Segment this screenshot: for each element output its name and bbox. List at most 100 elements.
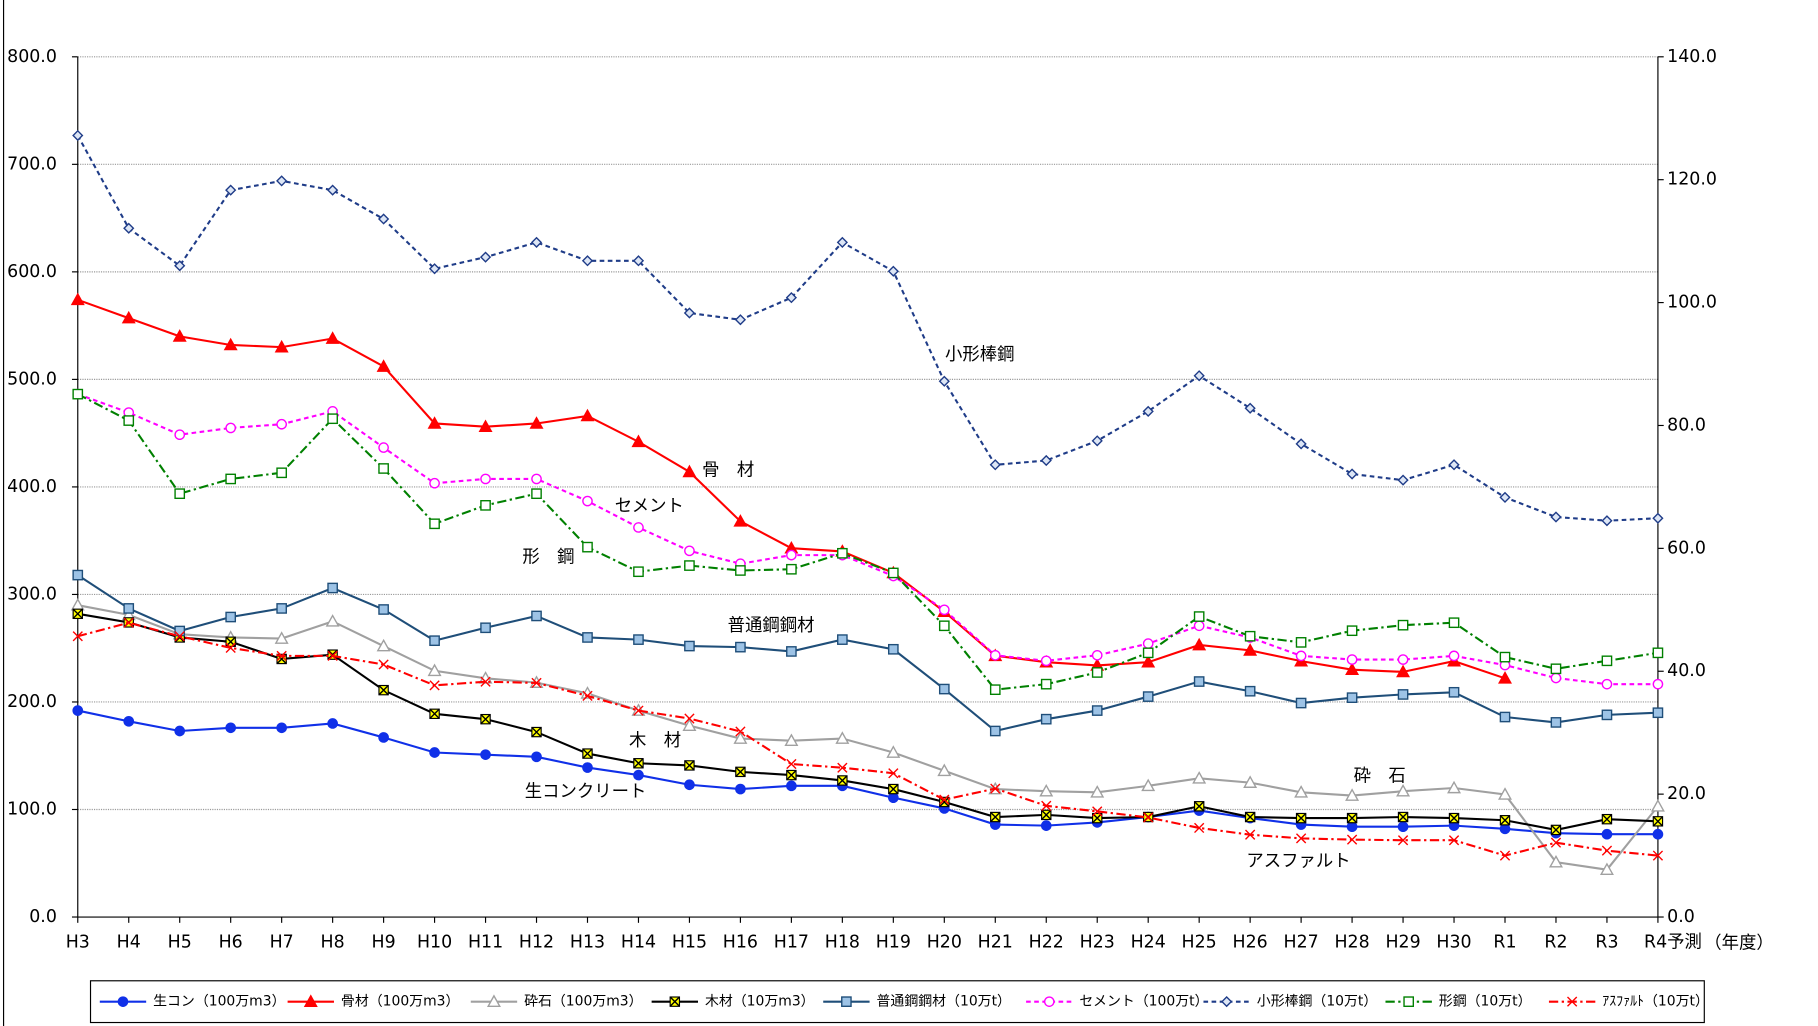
marker [888,768,899,779]
marker [887,265,899,277]
marker [1244,811,1256,823]
x-tick-label: R3 [1595,933,1618,953]
marker [1346,654,1358,665]
marker-cross [1346,812,1358,824]
marker [989,459,1001,471]
marker [735,565,746,576]
marker [1601,813,1613,825]
series-line [77,604,1659,871]
marker-cross [684,760,695,771]
marker [480,622,491,634]
marker [123,603,135,614]
marker [378,732,389,743]
marker [735,766,746,778]
marker [633,705,644,716]
marker [1295,812,1307,824]
marker [887,567,899,579]
marker [786,758,797,770]
marker [1142,405,1154,417]
marker [172,329,187,342]
marker [480,473,491,485]
marker [1345,662,1360,676]
x-tick-label: H3 [66,933,90,953]
marker [1601,845,1613,856]
marker [1040,820,1052,831]
y2-tick-label: 20.0 [1667,784,1706,804]
x-tick-label: H13 [570,933,605,953]
marker [429,477,440,489]
y2-tick-label: 40.0 [1667,661,1706,681]
marker [990,811,1001,823]
marker [72,129,84,142]
x-tick-label: H21 [978,933,1013,953]
y-tick-label: 100.0 [7,799,57,819]
marker [1143,812,1154,823]
series-line [77,621,1659,857]
x-tick-label: H25 [1182,933,1217,953]
marker [1499,815,1511,826]
marker [633,566,644,578]
marker [1550,672,1562,684]
marker [1499,823,1511,835]
marker [683,307,696,319]
marker [123,415,135,426]
marker [276,603,287,614]
marker [841,996,852,1007]
marker [486,994,501,1007]
marker-cross [786,769,797,781]
marker [1650,799,1665,812]
marker [582,632,593,643]
marker [937,763,952,777]
marker [1295,438,1307,450]
marker [378,463,389,474]
marker [529,416,544,429]
marker [582,690,593,701]
x-tick-label: H20 [927,933,962,953]
series-line [76,134,1658,522]
marker [1041,800,1052,811]
x-tick-label: H11 [468,933,503,953]
marker [1499,651,1511,663]
marker [632,255,645,267]
marker [1193,676,1205,687]
marker [582,748,593,759]
marker [1652,850,1664,861]
marker [1142,691,1154,702]
marker [1091,667,1103,678]
marker [1192,771,1207,784]
marker [1601,828,1613,840]
marker [480,500,491,511]
marker [276,467,287,479]
marker [684,779,695,791]
legend-label: 骨材（100万m3） [341,994,459,1010]
marker [377,213,390,225]
marker [1548,854,1563,868]
marker [1403,996,1415,1007]
marker [837,762,848,773]
marker [174,429,186,441]
marker-cross [327,649,338,660]
marker [427,663,442,677]
marker [530,236,543,248]
marker [1295,697,1307,709]
x-tick-label: H6 [219,933,243,953]
marker-cross [1397,811,1409,823]
marker [1550,837,1562,848]
marker [274,339,289,353]
marker [1498,671,1512,684]
marker-cross [837,775,848,786]
y2-tick-label: 0.0 [1667,907,1695,927]
x-tick-label: H10 [417,933,452,953]
marker [327,649,338,660]
marker [531,610,542,622]
legend-label: 砕石（100万m3） [524,994,642,1010]
marker [123,715,135,727]
marker [72,388,84,400]
marker [1193,801,1205,812]
x-tick-label: H5 [168,933,192,953]
marker [276,175,288,187]
annotation: セメント [615,497,684,517]
legend-label: 形鋼（10万t） [1439,994,1532,1010]
marker [1295,637,1307,648]
marker [1447,780,1462,794]
